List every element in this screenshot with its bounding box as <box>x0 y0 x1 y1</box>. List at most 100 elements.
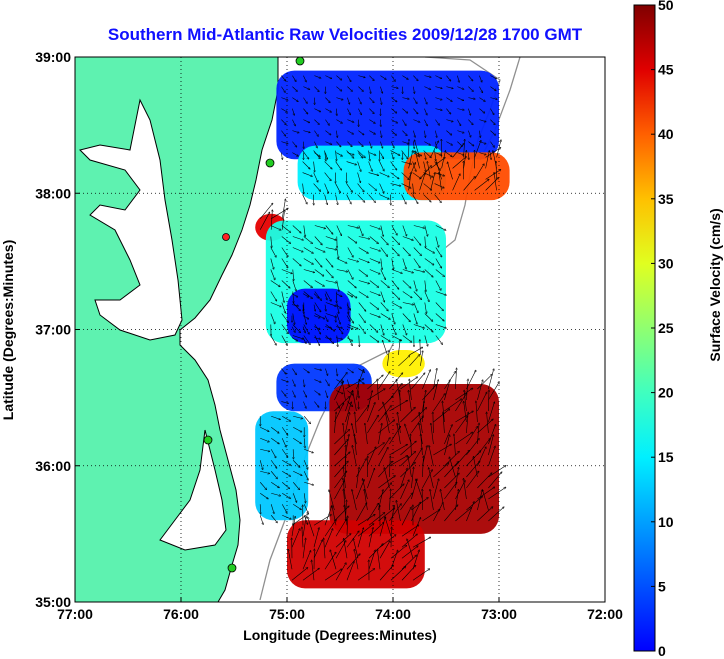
velocity-arrow <box>369 119 375 124</box>
velocity-arrow <box>347 75 350 82</box>
velocity-arrow <box>293 426 301 432</box>
velocity-arrow <box>369 97 374 103</box>
velocity-arrow <box>402 108 407 113</box>
velocity-arrow <box>292 86 297 92</box>
velocity-arrow <box>302 172 313 177</box>
velocity-arrow <box>468 75 472 81</box>
velocity-arrow <box>302 516 306 537</box>
velocity-arrow <box>324 520 336 537</box>
velocity-arrow <box>358 236 370 239</box>
velocity-arrow <box>433 380 438 401</box>
velocity-arrow <box>303 258 313 265</box>
velocity-arrow <box>477 439 490 456</box>
velocity-arrow <box>494 173 497 191</box>
velocity-arrow <box>466 426 477 445</box>
velocity-arrow <box>354 549 359 570</box>
velocity-arrow <box>347 390 353 395</box>
velocity-arrow <box>314 247 325 252</box>
velocity-arrow <box>369 130 375 134</box>
velocity-arrow <box>292 482 299 489</box>
velocity-arrow <box>347 335 352 346</box>
velocity-arrow <box>292 379 295 387</box>
velocity-arrow <box>378 448 388 467</box>
velocity-arrow <box>302 527 304 548</box>
velocity-arrow <box>488 402 494 423</box>
velocity-arrow <box>390 550 398 570</box>
velocity-arrow <box>413 130 415 138</box>
velocity-arrow <box>422 470 432 489</box>
velocity-arrow <box>308 517 315 537</box>
velocity-arrow <box>292 141 296 147</box>
velocity-arrow <box>419 173 425 191</box>
velocity-arrow <box>367 468 374 489</box>
velocity-arrow <box>378 483 391 500</box>
velocity-arrow <box>457 75 459 83</box>
velocity-arrow <box>429 446 434 467</box>
velocity-arrow <box>325 291 331 302</box>
velocity-arrow <box>313 183 321 192</box>
velocity-arrow <box>391 97 396 102</box>
velocity-arrow <box>346 293 353 297</box>
velocity-arrow <box>358 269 368 277</box>
velocity-arrow <box>281 152 282 160</box>
velocity-arrow <box>400 468 407 489</box>
velocity-arrow <box>281 291 284 303</box>
velocity-arrow <box>457 108 464 110</box>
velocity-arrow <box>347 130 353 134</box>
velocity-arrow <box>314 108 320 112</box>
velocity-arrow <box>379 541 390 559</box>
velocity-arrow <box>358 75 365 78</box>
station-marker <box>295 56 305 66</box>
velocity-arrow <box>435 108 442 111</box>
velocity-arrow <box>400 377 417 390</box>
velocity-arrow <box>455 467 458 489</box>
velocity-arrow <box>424 291 429 302</box>
velocity-arrow <box>380 152 383 159</box>
velocity-arrow <box>334 412 336 434</box>
y-tick-label: 39:00 <box>35 49 71 65</box>
velocity-arrow <box>446 86 453 89</box>
velocity-arrow <box>325 75 331 79</box>
y-axis-label: Latitude (Degrees:Minutes) <box>0 240 16 420</box>
velocity-arrow <box>325 141 331 145</box>
velocity-arrow <box>347 108 350 115</box>
velocity-arrow <box>402 313 410 322</box>
velocity-arrow <box>314 291 322 301</box>
velocity-arrow <box>412 150 422 156</box>
velocity-arrow <box>336 390 342 394</box>
velocity-arrow <box>292 108 294 116</box>
velocity-arrow <box>347 225 359 228</box>
velocity-arrow <box>380 75 386 80</box>
velocity-arrow <box>424 86 430 90</box>
velocity-arrow <box>358 313 365 323</box>
velocity-arrow <box>490 75 496 79</box>
velocity-arrow <box>358 141 363 147</box>
velocity-arrow <box>334 439 348 456</box>
velocity-arrow <box>358 108 361 115</box>
velocity-arrow <box>358 258 369 263</box>
velocity-arrow <box>291 514 308 526</box>
velocity-arrow <box>455 489 458 511</box>
velocity-arrow <box>413 108 417 114</box>
velocity-arrow <box>435 291 446 296</box>
velocity-arrow <box>259 460 262 469</box>
velocity-arrow <box>444 451 459 467</box>
velocity-arrow <box>427 162 431 180</box>
velocity-arrow <box>407 539 414 559</box>
velocity-arrow <box>347 280 356 288</box>
velocity-arrow <box>324 161 332 169</box>
velocity-arrow <box>389 426 400 445</box>
velocity-arrow <box>466 370 475 390</box>
velocity-arrow <box>400 480 408 500</box>
velocity-arrow <box>303 86 309 90</box>
velocity-arrow <box>270 313 275 324</box>
velocity-arrow <box>380 269 386 280</box>
velocity-arrow <box>353 391 357 412</box>
velocity-arrow <box>424 302 427 314</box>
velocity-arrow <box>369 236 378 244</box>
x-tick-label: 76:00 <box>163 606 199 622</box>
velocity-arrow <box>391 324 396 335</box>
chart-title: Southern Mid-Atlantic Raw Velocities 200… <box>108 25 583 44</box>
velocity-arrow <box>389 384 402 401</box>
colorbar: 0 5 10 15 20 25 30 35 40 45 50 Surface Velocity (c… <box>633 0 723 659</box>
